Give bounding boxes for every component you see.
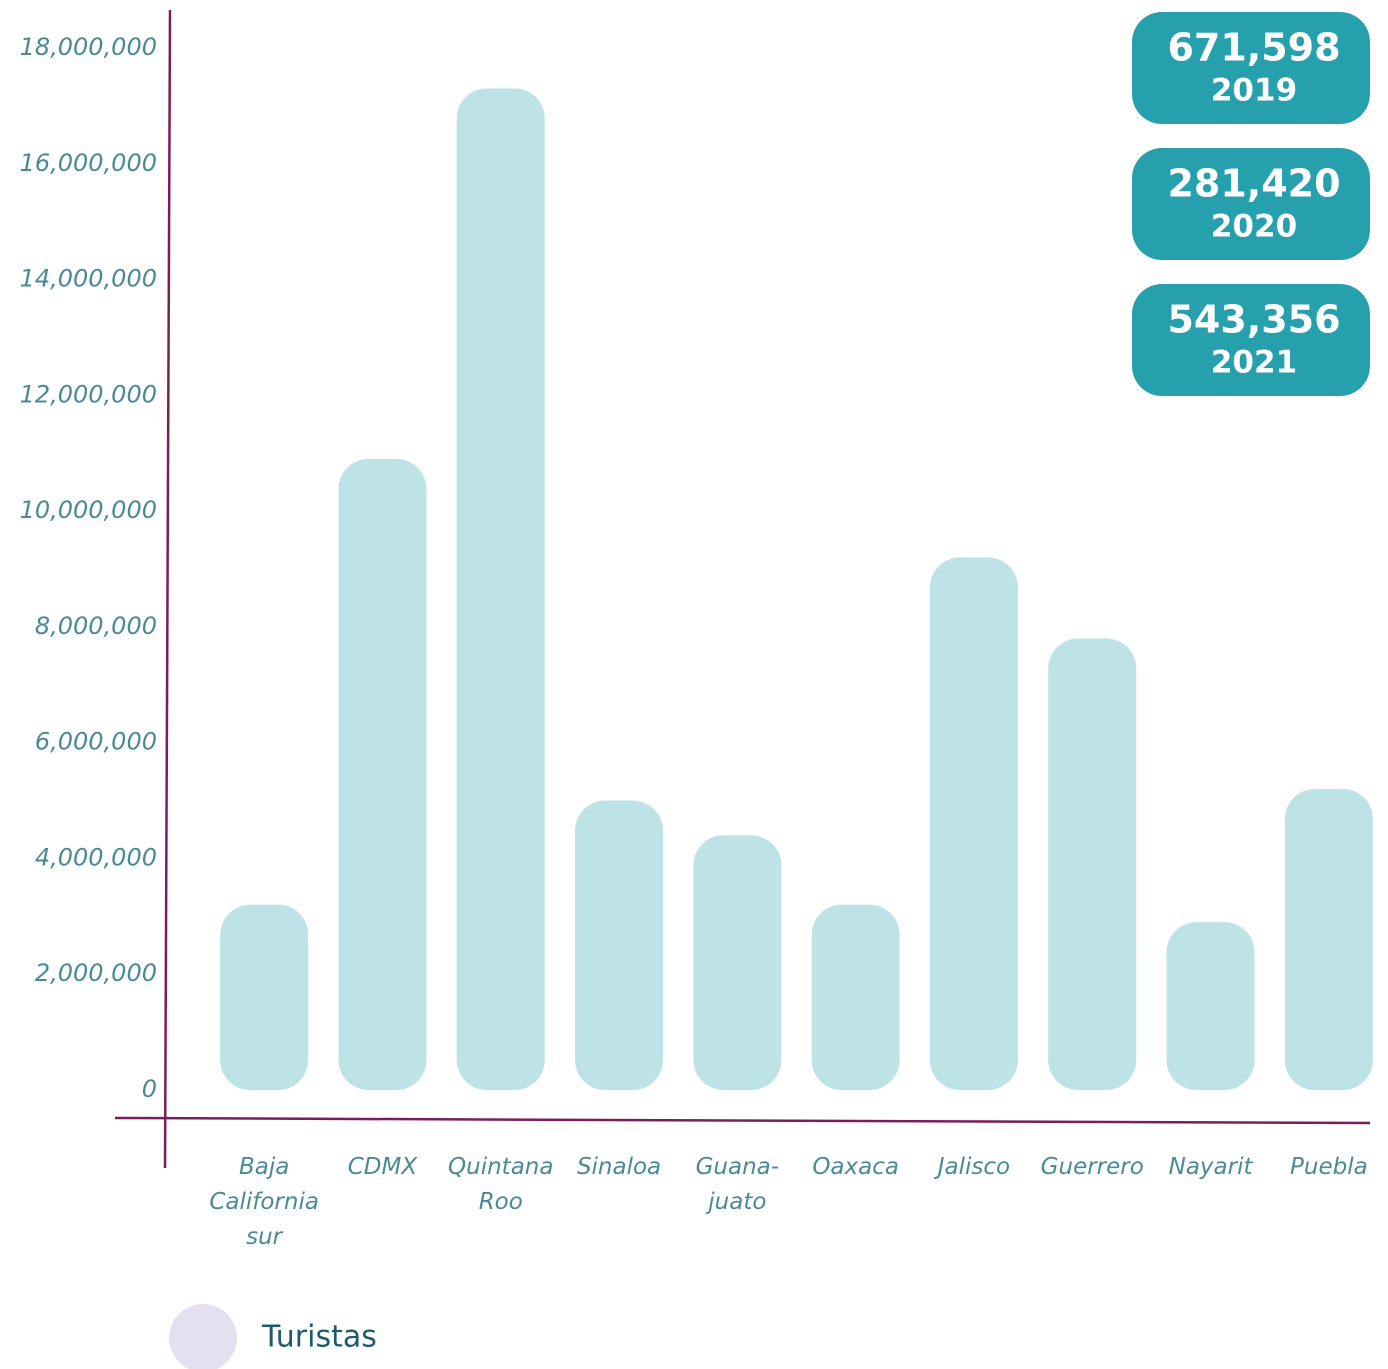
x-tick-label: Baja California sur — [209, 1154, 319, 1250]
x-tick-label: Guerrero — [1040, 1154, 1144, 1180]
y-tick-label: 6,000,000 — [35, 728, 157, 756]
y-tick-label: 18,000,000 — [20, 33, 157, 61]
y-tick-label: 16,000,000 — [20, 149, 157, 177]
bar — [1048, 638, 1137, 1090]
y-tick-label: 0 — [142, 1075, 157, 1103]
y-tick-label: 12,000,000 — [20, 380, 157, 408]
bar — [338, 459, 427, 1090]
stat-year: 2019 — [1211, 73, 1297, 109]
bar — [929, 557, 1018, 1090]
bar — [1284, 788, 1373, 1090]
bar — [575, 800, 664, 1090]
x-tick-label: Jalisco — [937, 1154, 1011, 1180]
legend-swatch — [169, 1304, 237, 1369]
stat-box — [1132, 148, 1370, 260]
stat-year: 2021 — [1211, 345, 1297, 381]
y-tick-label: 10,000,000 — [20, 496, 157, 524]
stat-box — [1132, 284, 1370, 396]
bar — [220, 904, 309, 1090]
x-tick-label: Oaxaca — [812, 1154, 899, 1180]
stat-value: 671,598 — [1167, 26, 1340, 70]
x-axis — [114, 1116, 1371, 1125]
bar — [693, 835, 782, 1090]
y-tick-label: 2,000,000 — [35, 959, 157, 987]
x-tick-label: CDMX — [347, 1154, 418, 1180]
y-tick-label: 14,000,000 — [20, 265, 157, 293]
y-axis — [163, 9, 172, 1169]
x-tick-label: Guana-juato — [695, 1154, 780, 1215]
x-tick-label: Sinaloa — [576, 1154, 662, 1180]
bar — [811, 904, 900, 1090]
x-tick-label: Nayarit — [1168, 1154, 1253, 1180]
y-tick-label: 8,000,000 — [35, 612, 157, 640]
legend-label: Turistas — [261, 1320, 377, 1355]
x-tick-label: Quintana Roo — [448, 1154, 554, 1215]
stat-box — [1132, 12, 1370, 124]
bar — [1166, 922, 1255, 1090]
stat-value: 281,420 — [1167, 162, 1340, 206]
x-tick-label: Puebla — [1290, 1154, 1368, 1180]
bar — [456, 88, 545, 1091]
stat-year: 2020 — [1211, 209, 1297, 245]
y-tick-label: 4,000,000 — [35, 843, 157, 871]
stat-value: 543,356 — [1167, 298, 1340, 342]
